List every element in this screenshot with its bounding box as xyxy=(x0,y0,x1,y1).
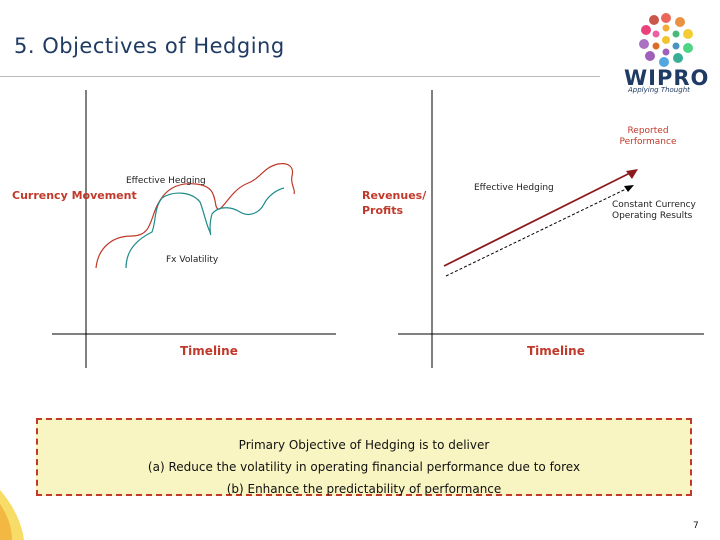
page-number: 7 xyxy=(693,521,699,531)
hedging-diagram xyxy=(52,90,704,368)
objective-heading: Primary Objective of Hedging is to deliv… xyxy=(238,438,490,452)
left-effective-hedging-label: Effective Hedging xyxy=(126,176,206,186)
right-x-axis-label: Timeline xyxy=(527,344,585,358)
constant-currency-label: Constant Currency Operating Results xyxy=(612,200,696,221)
right-effective-hedging-label: Effective Hedging xyxy=(474,183,554,193)
wipro-flower-logo-icon xyxy=(639,13,693,67)
fx-volatility-curve xyxy=(125,187,285,269)
reported-arrowhead-icon xyxy=(626,169,638,179)
title-divider xyxy=(0,76,600,77)
corner-swoosh-decoration xyxy=(0,490,24,540)
right-y-axis-label: Revenues/ Profits xyxy=(362,189,427,217)
fx-volatility-label: Fx Volatility xyxy=(166,255,219,265)
constant-currency-arrow xyxy=(445,187,629,277)
reported-performance-label: Reported Performance xyxy=(619,126,677,147)
logo-tagline: Applying Thought xyxy=(628,86,690,94)
slide-title: 5. Objectives of Hedging xyxy=(14,34,285,58)
reported-performance-arrow xyxy=(443,172,631,267)
objective-point-b: (b) Enhance the predictability of perfor… xyxy=(226,482,502,496)
left-y-axis-label: Currency Movement xyxy=(12,189,137,202)
effective-hedging-curve xyxy=(95,163,296,269)
objective-point-a: (a) Reduce the volatility in operating f… xyxy=(147,460,581,474)
logo-wordmark: WIPRO xyxy=(624,66,710,90)
left-x-axis-label: Timeline xyxy=(180,344,238,358)
constant-arrowhead-icon xyxy=(624,185,634,192)
objective-callout-box: Primary Objective of Hedging is to deliv… xyxy=(36,418,692,496)
